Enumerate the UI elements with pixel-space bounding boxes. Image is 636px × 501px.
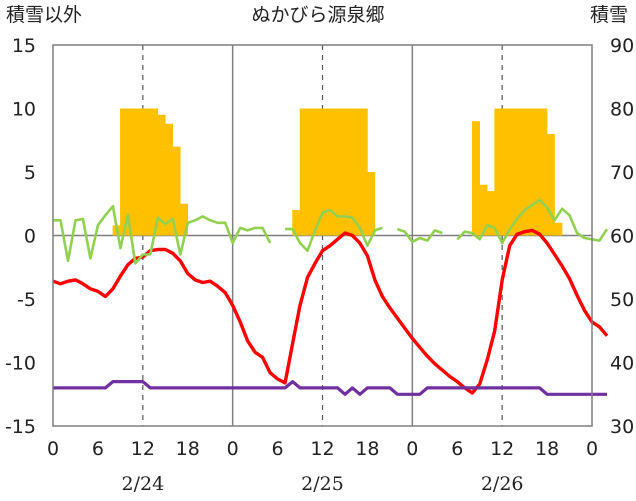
- snow-bar: [337, 108, 346, 236]
- x-tick-label: 6: [272, 438, 284, 460]
- green-line-segment: [396, 227, 443, 244]
- snow-bar: [471, 121, 481, 236]
- x-tick-label: 12: [310, 438, 334, 460]
- right-axis-title: 積雪: [589, 4, 628, 26]
- left-y-tick-label: 15: [12, 35, 36, 57]
- left-axis-title: 積雪以外: [6, 4, 83, 26]
- green-line-segment: [285, 208, 383, 252]
- left-y-tick-label: 0: [24, 226, 36, 248]
- snow-bar: [172, 146, 181, 236]
- x-tick-label: 0: [227, 438, 239, 460]
- snow-bar: [307, 108, 316, 236]
- snow-bar: [546, 133, 555, 236]
- snow-bar: [179, 203, 189, 236]
- snow-bar: [359, 108, 368, 236]
- x-tick-label: 18: [535, 438, 559, 460]
- snow-bar: [292, 210, 301, 236]
- date-label: 2/25: [301, 473, 344, 495]
- plot-border: [52, 44, 593, 427]
- snow-bar: [344, 108, 353, 236]
- x-tick-label: 18: [176, 438, 200, 460]
- left-y-tick-label: -10: [5, 353, 36, 375]
- x-tick-label: 12: [490, 438, 514, 460]
- right-y-tick-label: 30: [610, 416, 634, 438]
- x-tick-label: 18: [355, 438, 379, 460]
- snow-bar: [120, 108, 129, 236]
- snow-bar: [314, 108, 323, 236]
- snow-bar: [157, 114, 166, 236]
- snow-bar: [164, 123, 174, 236]
- snow-bar: [524, 108, 533, 236]
- green-line-segment: [456, 198, 609, 245]
- snow-bar: [539, 108, 548, 236]
- snow-bar: [127, 108, 136, 236]
- series-lines: [52, 198, 609, 396]
- right-y-tick-label: 40: [610, 353, 634, 375]
- snow-bar: [531, 108, 540, 236]
- snow-bar: [367, 172, 376, 236]
- purple-line: [53, 380, 607, 396]
- snow-bar: [479, 184, 488, 236]
- x-tick-label: 6: [451, 438, 463, 460]
- green-line-segment: [53, 205, 272, 265]
- snow-bar: [299, 108, 308, 236]
- x-tick-label: 0: [47, 438, 59, 460]
- snow-bar: [486, 191, 495, 236]
- left-y-tick-label: 5: [24, 162, 36, 184]
- left-y-tick-label: -15: [5, 416, 36, 438]
- right-y-tick-label: 90: [610, 35, 634, 57]
- x-tick-label: 0: [406, 438, 418, 460]
- right-y-tick-label: 50: [610, 289, 634, 311]
- snow-bar: [329, 108, 338, 236]
- right-y-tick-label: 80: [610, 99, 634, 121]
- snow-bar: [501, 108, 510, 236]
- x-tick-label: 6: [92, 438, 104, 460]
- red-line: [52, 228, 609, 395]
- snow-bar: [135, 108, 144, 236]
- date-label: 2/24: [121, 473, 164, 495]
- snow-bar: [142, 108, 151, 236]
- snow-depth-bars: [112, 108, 563, 236]
- right-y-tick-label: 70: [610, 162, 634, 184]
- snow-bar: [150, 108, 159, 236]
- right-y-tick-label: 60: [610, 226, 634, 248]
- date-label: 2/26: [481, 473, 524, 495]
- snow-bar: [509, 108, 518, 236]
- chart-title: ぬかびら源泉郷: [251, 4, 385, 26]
- snow-bar: [494, 108, 503, 236]
- snow-bar: [352, 108, 361, 236]
- x-tick-label: 12: [131, 438, 155, 460]
- snow-bar: [322, 108, 331, 236]
- x-tick-label: 0: [586, 438, 598, 460]
- left-y-tick-label: 10: [12, 99, 36, 121]
- snow-bar: [516, 108, 525, 236]
- plot-frame: [52, 44, 593, 427]
- left-y-tick-label: -5: [17, 289, 36, 311]
- snow-bar: [554, 222, 563, 236]
